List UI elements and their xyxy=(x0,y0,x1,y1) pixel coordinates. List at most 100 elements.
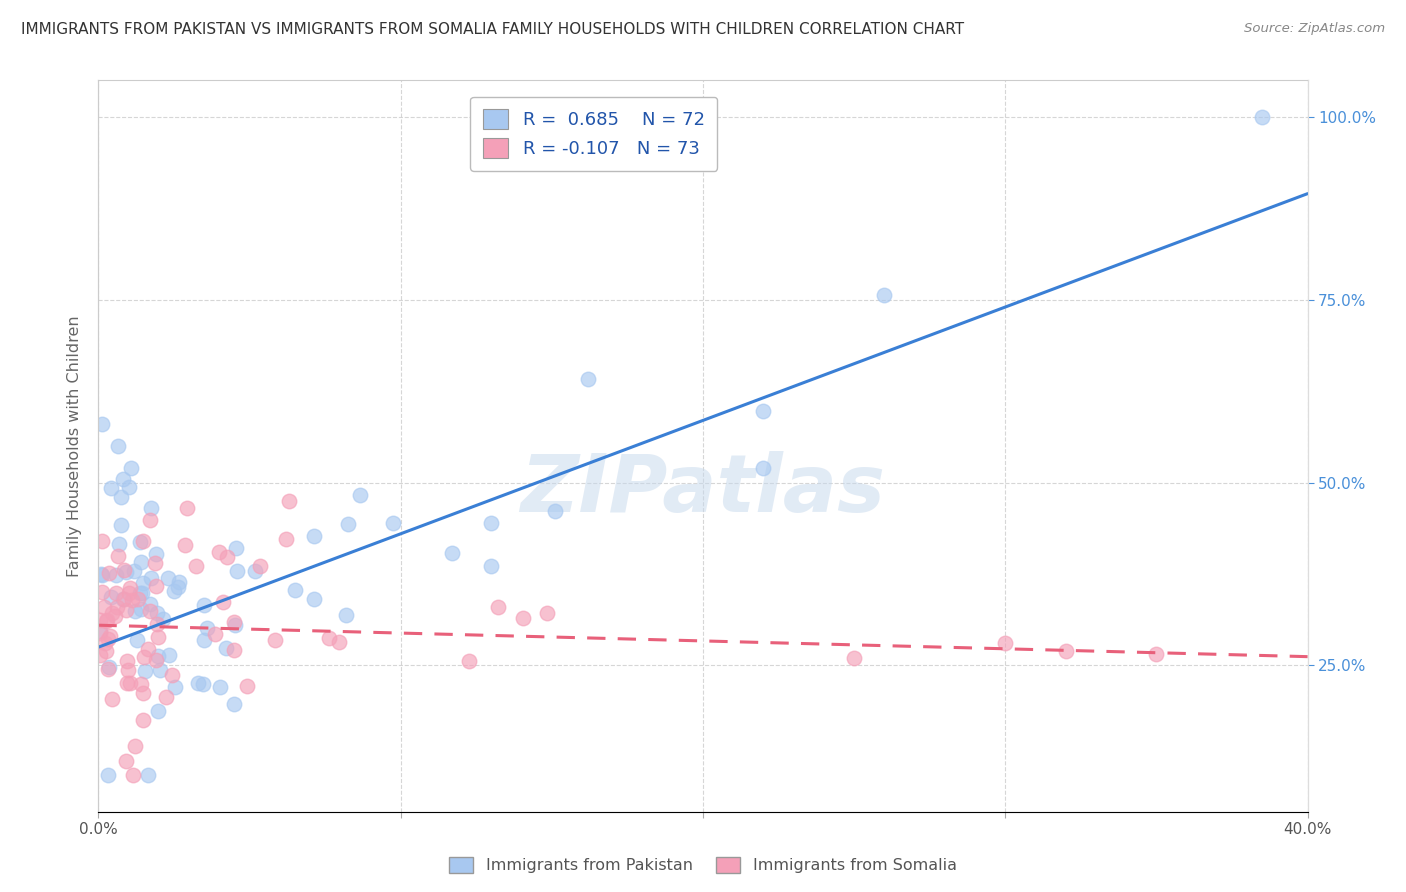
Point xyxy=(139,597,162,611)
Point xyxy=(89,613,111,627)
Point xyxy=(118,479,141,493)
Point xyxy=(243,565,266,579)
Point xyxy=(115,754,138,768)
Point xyxy=(117,663,139,677)
Point xyxy=(148,649,170,664)
Point xyxy=(512,611,534,625)
Point xyxy=(118,586,141,600)
Point xyxy=(131,534,153,549)
Point xyxy=(226,565,249,579)
Point xyxy=(145,547,167,561)
Point xyxy=(129,602,152,616)
Point xyxy=(139,571,162,585)
Point xyxy=(169,574,191,589)
Point xyxy=(197,621,219,635)
Point xyxy=(120,461,142,475)
Point xyxy=(381,516,404,531)
Point xyxy=(118,676,141,690)
Y-axis label: Family Households with Children: Family Households with Children xyxy=(67,315,83,577)
Point xyxy=(100,606,122,620)
Point xyxy=(148,630,170,644)
Point xyxy=(146,606,169,620)
Point xyxy=(124,604,146,618)
Point xyxy=(994,636,1017,650)
Point xyxy=(132,686,155,700)
Legend: R =  0.685    N = 72, R = -0.107   N = 73: R = 0.685 N = 72, R = -0.107 N = 73 xyxy=(470,96,717,170)
Point xyxy=(187,676,209,690)
Point xyxy=(873,288,896,302)
Point xyxy=(236,679,259,693)
Point xyxy=(129,555,152,569)
Point xyxy=(224,615,246,629)
Point xyxy=(318,632,340,646)
Point xyxy=(101,692,124,706)
Point xyxy=(115,676,138,690)
Point xyxy=(112,591,135,606)
Point xyxy=(107,549,129,563)
Point xyxy=(91,585,114,599)
Point xyxy=(89,648,111,663)
Point xyxy=(96,613,118,627)
Point xyxy=(121,593,143,607)
Point xyxy=(173,537,195,551)
Point xyxy=(114,563,136,577)
Point xyxy=(136,768,159,782)
Point xyxy=(486,600,509,615)
Point xyxy=(114,565,136,579)
Point xyxy=(98,629,121,643)
Point xyxy=(224,617,246,632)
Point xyxy=(167,580,190,594)
Point xyxy=(132,713,155,727)
Point xyxy=(193,599,215,613)
Point xyxy=(208,680,231,694)
Point xyxy=(304,529,326,543)
Point xyxy=(481,558,503,573)
Point xyxy=(193,632,215,647)
Point xyxy=(112,591,135,606)
Point xyxy=(114,603,136,617)
Point xyxy=(97,659,120,673)
Point xyxy=(752,461,775,475)
Point xyxy=(110,490,132,504)
Text: ZIPatlas: ZIPatlas xyxy=(520,450,886,529)
Point xyxy=(118,581,141,595)
Point xyxy=(302,592,325,607)
Point xyxy=(155,690,177,705)
Point xyxy=(224,697,246,711)
Point xyxy=(284,582,307,597)
Point xyxy=(100,481,122,495)
Point xyxy=(115,654,138,668)
Point xyxy=(277,493,299,508)
Point xyxy=(276,532,298,546)
Point xyxy=(844,651,866,665)
Point xyxy=(124,739,146,753)
Point xyxy=(90,567,112,582)
Point xyxy=(481,516,503,530)
Point xyxy=(752,404,775,418)
Point xyxy=(149,663,172,677)
Point xyxy=(128,585,150,599)
Point xyxy=(204,627,226,641)
Point xyxy=(90,566,112,581)
Point xyxy=(163,583,186,598)
Point xyxy=(107,439,129,453)
Point xyxy=(89,624,111,638)
Point xyxy=(160,667,183,681)
Point xyxy=(1054,644,1077,658)
Text: IMMIGRANTS FROM PAKISTAN VS IMMIGRANTS FROM SOMALIA FAMILY HOUSEHOLDS WITH CHILD: IMMIGRANTS FROM PAKISTAN VS IMMIGRANTS F… xyxy=(21,22,965,37)
Point xyxy=(105,600,128,615)
Point xyxy=(139,513,162,527)
Point xyxy=(131,677,153,691)
Point xyxy=(104,586,127,600)
Point xyxy=(576,372,599,386)
Point xyxy=(145,579,167,593)
Point xyxy=(97,632,120,646)
Point xyxy=(225,541,247,556)
Point xyxy=(94,643,117,657)
Point xyxy=(191,677,214,691)
Point xyxy=(125,633,148,648)
Point xyxy=(146,704,169,718)
Point xyxy=(128,535,150,549)
Point xyxy=(157,571,180,585)
Point xyxy=(215,640,238,655)
